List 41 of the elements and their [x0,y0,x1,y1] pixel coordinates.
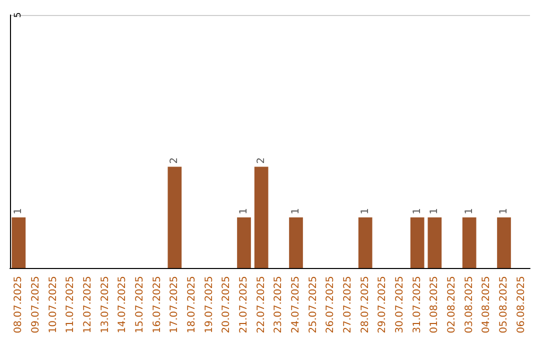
x-tick-label: 06.08.2025 [516,276,527,334]
x-tick-label: 26.07.2025 [325,276,336,334]
x-tick-label: 24.07.2025 [290,276,302,334]
x-tick-label: 31.07.2025 [412,276,423,334]
y-tick-label: 5 [14,12,24,18]
x-tick-label: 04.08.2025 [481,276,492,334]
x-tick-label: 14.07.2025 [117,276,128,334]
data-label: 1 [360,208,371,214]
x-tick-label: 15.07.2025 [134,276,146,334]
x-tick-label: 12.07.2025 [82,276,94,334]
x-tick-label: 03.08.2025 [464,276,475,334]
x-tick-label: 25.07.2025 [308,276,319,334]
x-tick-label: 19.07.2025 [204,276,215,334]
data-label: 1 [238,208,250,214]
data-label: 1 [412,208,423,214]
x-tick-label: 16.07.2025 [152,276,163,334]
data-label: 1 [13,208,24,214]
data-label: 1 [464,208,475,214]
data-label: 1 [498,208,510,214]
x-tick-label: 20.07.2025 [221,276,232,334]
x-tick-label: 29.07.2025 [377,276,388,334]
x-tick-label: 17.07.2025 [169,276,180,334]
data-label: 1 [429,208,440,214]
data-label: 2 [256,157,267,164]
x-tick-label: 22.07.2025 [256,276,267,334]
x-tick-label: 23.07.2025 [273,276,284,334]
x-tick-label: 13.07.2025 [100,276,111,334]
x-tick-label: 01.08.2025 [429,276,440,334]
x-tick-label: 21.07.2025 [238,276,250,334]
data-label: 2 [169,157,180,164]
x-tick-label: 09.07.2025 [30,276,42,334]
x-tick-label: 05.08.2025 [498,276,510,334]
x-tick-label: 18.07.2025 [186,276,198,334]
x-tick-label: 10.07.2025 [48,276,59,334]
x-tick-label: 11.07.2025 [65,276,76,334]
x-tick-label: 02.08.2025 [446,276,458,334]
x-tick-label: 27.07.2025 [342,276,354,334]
x-tick-label: 30.07.2025 [394,276,406,334]
x-tick-label: 28.07.2025 [360,276,371,334]
data-label: 1 [290,208,302,214]
x-tick-label: 08.07.2025 [13,276,24,334]
